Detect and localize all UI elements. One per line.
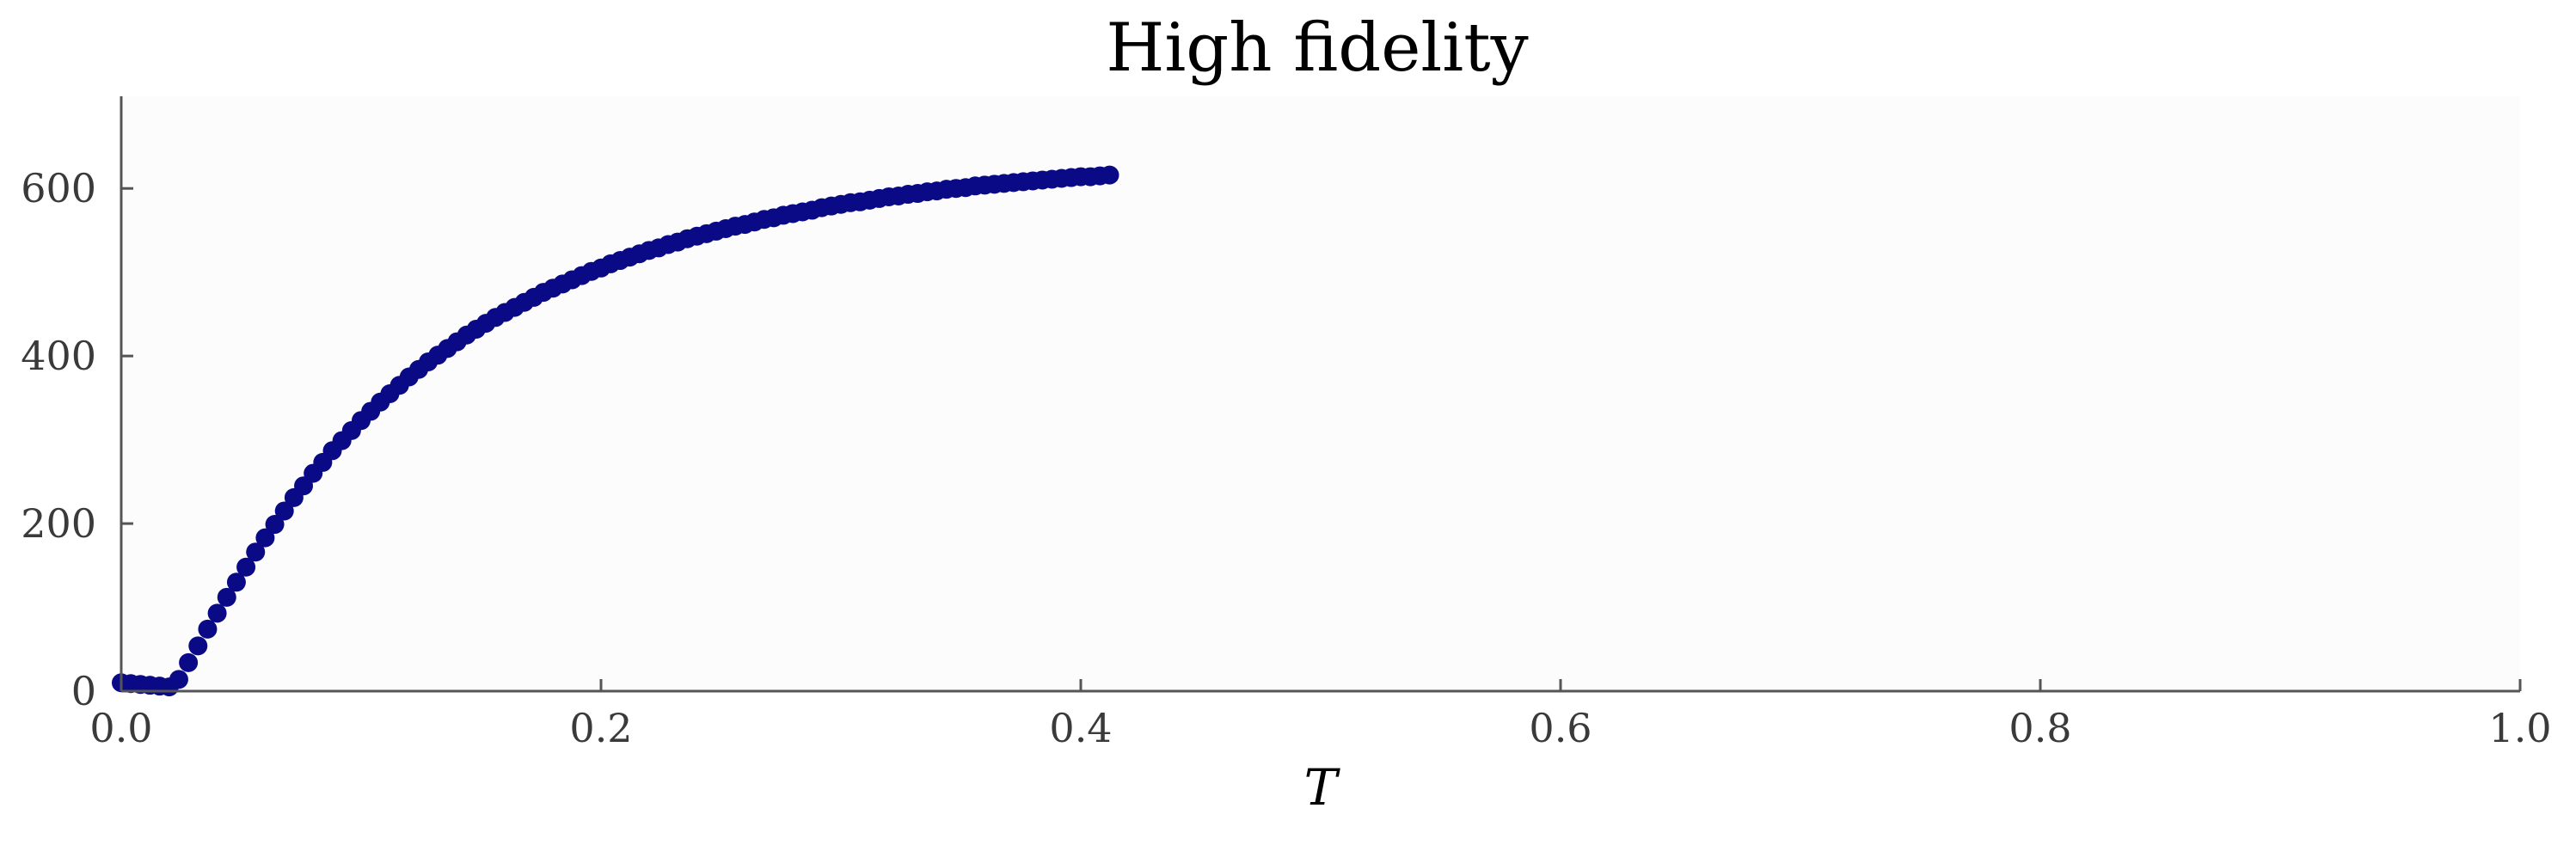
x-tick-label: 0.2 bbox=[569, 705, 632, 751]
data-points bbox=[112, 165, 1119, 697]
data-point bbox=[1100, 165, 1119, 185]
x-tick-label: 0.8 bbox=[2009, 705, 2071, 751]
data-point bbox=[188, 636, 208, 656]
data-point bbox=[217, 587, 236, 607]
data-point bbox=[179, 652, 199, 672]
chart-title: High fidelity bbox=[1106, 9, 1528, 87]
plot-background bbox=[121, 96, 2520, 691]
x-axis-ticks: 0.0 0.2 0.4 0.6 0.8 1.0 bbox=[89, 679, 2552, 751]
data-point bbox=[198, 619, 218, 639]
y-tick-label: 600 bbox=[21, 165, 96, 211]
y-tick-label: 0 bbox=[71, 668, 96, 714]
data-point bbox=[226, 573, 246, 592]
x-tick-label: 0.4 bbox=[1049, 705, 1112, 751]
y-axis-ticks: 0 200 400 600 bbox=[21, 165, 133, 714]
x-tick-label: 0.0 bbox=[89, 705, 152, 751]
data-point bbox=[236, 557, 256, 577]
data-point bbox=[255, 528, 275, 548]
data-point bbox=[246, 542, 266, 562]
x-tick-label: 1.0 bbox=[2488, 705, 2551, 751]
data-point bbox=[265, 515, 285, 535]
x-tick-label: 0.6 bbox=[1529, 705, 1592, 751]
data-point bbox=[274, 501, 294, 521]
x-axis-label: T bbox=[1304, 758, 1341, 817]
y-tick-label: 200 bbox=[21, 500, 96, 547]
data-point bbox=[207, 603, 227, 623]
data-point bbox=[169, 670, 188, 689]
y-tick-label: 400 bbox=[21, 333, 96, 379]
